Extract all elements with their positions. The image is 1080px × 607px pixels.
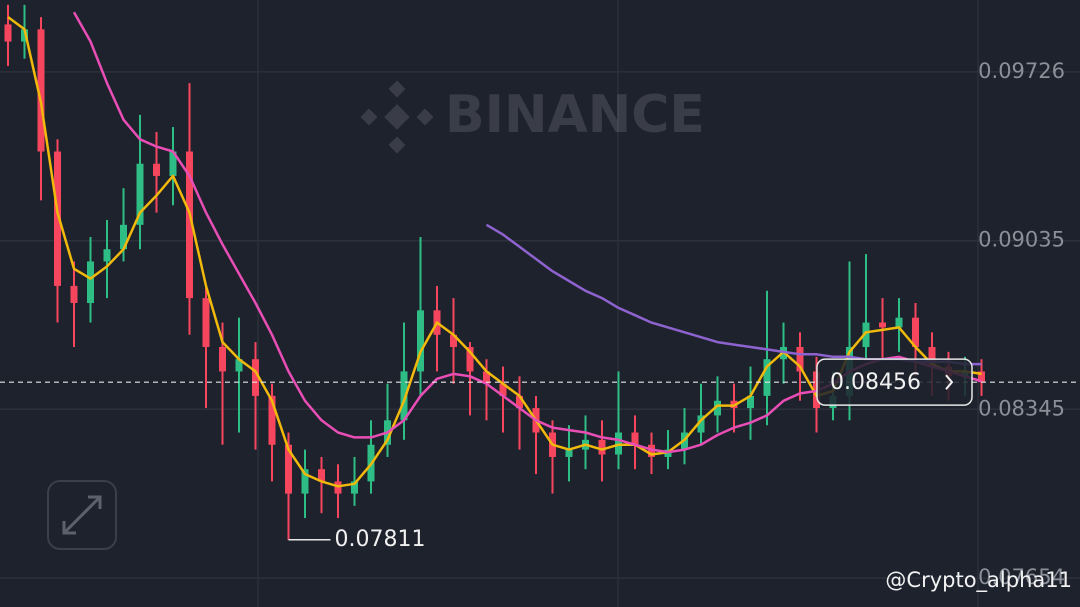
credit: @Crypto_alpha11 xyxy=(885,568,1072,593)
candle-body xyxy=(697,415,705,433)
candle-body xyxy=(879,322,886,328)
candle-body xyxy=(466,346,474,372)
candle-body xyxy=(54,151,61,286)
candle-body xyxy=(483,371,490,384)
candle-body xyxy=(862,322,870,347)
candle-body xyxy=(400,371,408,421)
candle-body xyxy=(895,317,903,328)
candle-body xyxy=(796,346,804,372)
candle-body xyxy=(120,224,127,250)
current-price-tag xyxy=(816,358,973,406)
y-tick-label: 0.09035 xyxy=(978,228,1065,252)
low-label: 0.07811 xyxy=(335,527,426,552)
candle-body xyxy=(153,163,160,176)
candle-body xyxy=(912,317,919,347)
candle-body xyxy=(136,163,144,225)
candle-body xyxy=(252,359,259,396)
candle-body xyxy=(763,359,771,396)
candle-body xyxy=(285,444,292,494)
candle-body xyxy=(499,383,507,396)
candle-body xyxy=(351,481,358,494)
candle-body xyxy=(565,449,573,457)
vertical-grid xyxy=(257,0,979,607)
candle-body xyxy=(747,395,754,409)
candle-body xyxy=(4,24,12,42)
y-tick-label: 0.07654 xyxy=(978,565,1065,589)
candle-body xyxy=(714,400,721,416)
candle-body xyxy=(169,151,177,176)
candle-body xyxy=(318,469,325,482)
expand-button[interactable] xyxy=(47,480,117,550)
candle-body xyxy=(417,310,424,372)
y-tick-label: 0.09726 xyxy=(978,59,1065,83)
candle-body xyxy=(631,432,639,445)
chevron xyxy=(945,374,954,390)
watermark-text: BINANCE xyxy=(445,85,705,145)
expand-frame[interactable] xyxy=(47,480,117,550)
plot: 0.09726 0.09035 0.08345 0.07654 0.07811 0.084… xyxy=(0,4,1080,589)
candle-body xyxy=(235,359,243,372)
candle-body xyxy=(103,249,111,262)
candle-body xyxy=(978,371,985,383)
candle-body xyxy=(928,346,936,367)
expand-icon xyxy=(62,495,102,535)
candle-body xyxy=(598,439,606,455)
candle-body xyxy=(202,298,210,347)
candle-body xyxy=(450,334,457,347)
candle-body xyxy=(70,285,78,304)
current-price-label: 0.08456 xyxy=(830,370,921,395)
candle-body xyxy=(219,346,226,372)
y-tick-label: 0.08345 xyxy=(978,396,1065,420)
candle-body xyxy=(268,395,276,445)
candle-body xyxy=(186,151,193,299)
candle-body xyxy=(301,469,309,494)
candle-body xyxy=(37,29,45,152)
candle-body xyxy=(87,261,94,304)
candle-body xyxy=(21,29,28,42)
candle-body xyxy=(516,395,523,409)
